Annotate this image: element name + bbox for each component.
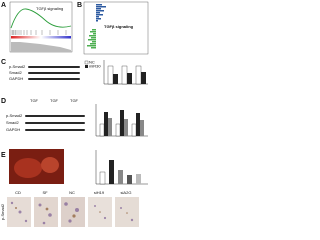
panel-e: E CD SF NC siH19 siA2G p-Smad2 [0, 149, 148, 227]
group-label: TGF [30, 98, 39, 103]
panel-label: A [1, 2, 6, 9]
blot [28, 66, 80, 80]
row-label: Smad2 [9, 70, 22, 75]
bars-down [87, 29, 96, 49]
legend-label: miR30 [89, 64, 101, 69]
gsea-title: TGFβ signaling [36, 6, 63, 11]
bars-up [96, 4, 106, 22]
axis [95, 104, 148, 137]
plot-frame [83, 1, 149, 55]
tissue [41, 157, 59, 173]
rank-heatmap [11, 36, 71, 39]
row-label: Smad2 [6, 120, 19, 125]
column-label: siA2G [121, 190, 132, 195]
group-label: TGF [70, 98, 79, 103]
enrichment-curve [10, 8, 72, 29]
bars [99, 160, 141, 185]
panel-d: D TGF TGF TGF p-Smad2 Smad2 GAPDH [1, 98, 148, 137]
column-label: CD [15, 190, 21, 195]
row-label: p-Smad2 [0, 203, 5, 220]
panel-label: B [77, 2, 82, 9]
panel-label: D [1, 98, 6, 105]
legend-label: NC [89, 60, 95, 65]
highlight-term: TGFβ signaling [104, 24, 134, 29]
blot [25, 115, 85, 131]
panel-label: C [1, 59, 6, 66]
legend-swatch [85, 65, 88, 68]
panel-a: A TGFβ signaling [1, 1, 73, 53]
column-label: NC [69, 190, 75, 195]
tissue [14, 158, 42, 178]
figure: A TGFβ signaling B TGFβ signaling C p-Sm… [0, 1, 149, 227]
group-label: TGF [50, 98, 59, 103]
row-label: p-Smad2 [6, 113, 23, 118]
bars [99, 110, 144, 137]
barcode [11, 30, 67, 35]
column-label: siH19 [94, 190, 105, 195]
panel-label: E [1, 152, 6, 159]
row-label: GAPDH [6, 127, 20, 132]
legend-swatch [84, 60, 89, 65]
column-label: SF [42, 190, 48, 195]
row-label: p-Smad2 [9, 64, 26, 69]
row-label: GAPDH [9, 76, 23, 81]
panel-b: B TGFβ signaling [77, 1, 149, 55]
rank-metric [11, 42, 71, 52]
bars [107, 65, 146, 85]
ihc-images [7, 197, 139, 227]
axis [103, 60, 148, 85]
panel-c: C p-Smad2 Smad2 GAPDH NC miR30 [1, 59, 148, 85]
